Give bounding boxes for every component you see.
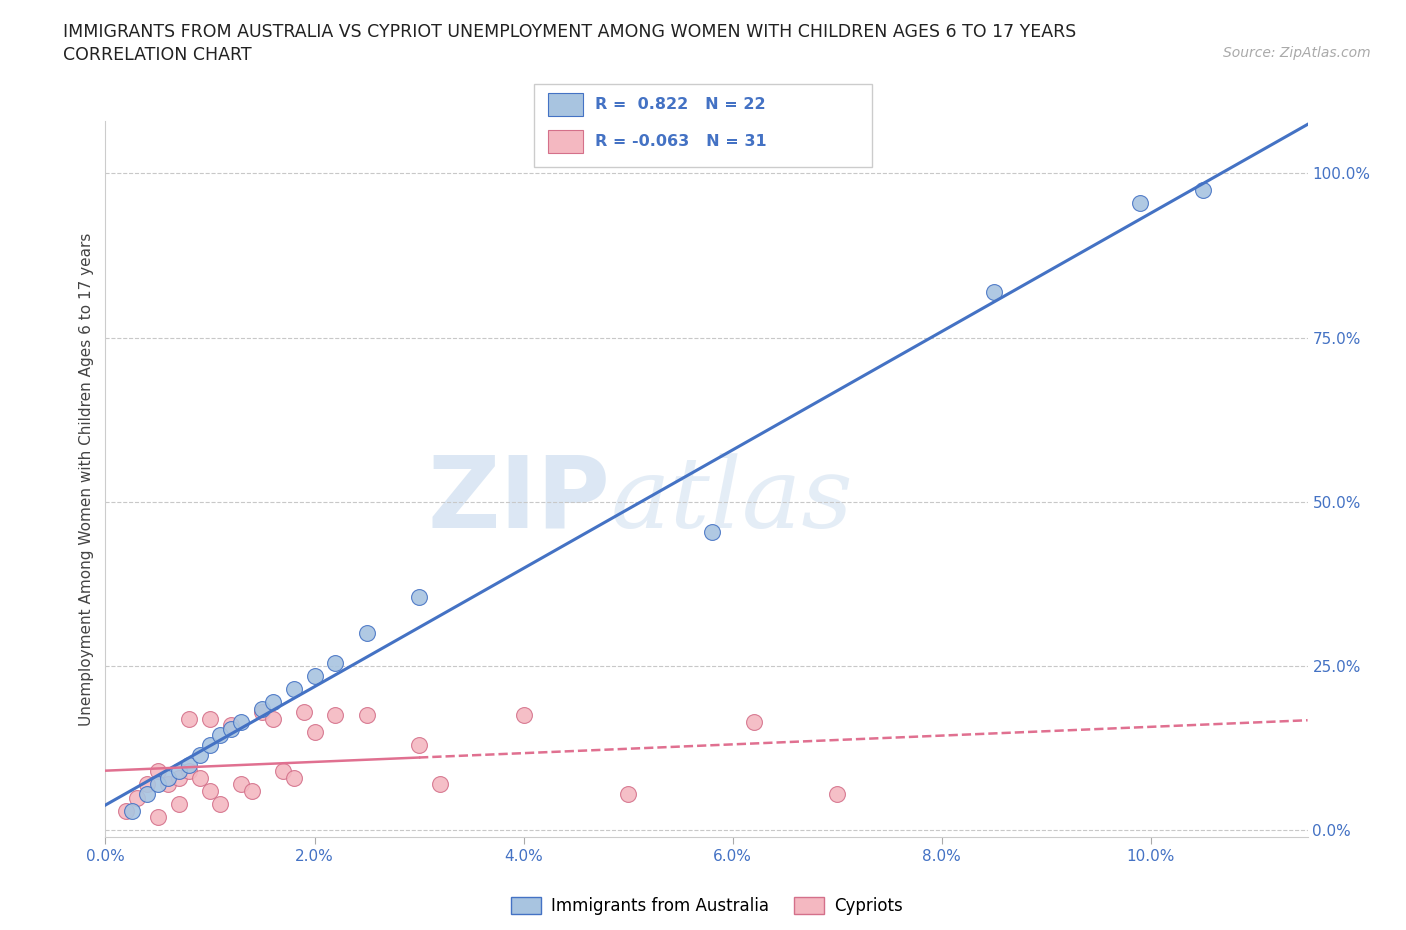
Point	[700, 525, 723, 539]
Point	[188, 748, 211, 763]
Point	[408, 590, 430, 604]
Point	[231, 777, 253, 791]
Point	[825, 787, 848, 802]
Point	[167, 764, 190, 778]
Point	[429, 777, 451, 791]
Point	[209, 797, 232, 812]
Point	[356, 708, 378, 723]
Point	[512, 708, 534, 723]
Point	[292, 705, 315, 720]
Point	[283, 682, 305, 697]
Point	[983, 285, 1005, 299]
Point	[240, 784, 263, 799]
Point	[157, 770, 180, 785]
Text: R = -0.063   N = 31: R = -0.063 N = 31	[595, 134, 766, 150]
Point	[304, 724, 326, 739]
Point	[231, 714, 253, 729]
Text: ZIP: ZIP	[427, 452, 610, 549]
Legend: Immigrants from Australia, Cypriots: Immigrants from Australia, Cypriots	[503, 890, 910, 922]
Point	[146, 777, 169, 791]
Point	[177, 764, 200, 778]
Point	[219, 721, 242, 736]
Point	[146, 764, 169, 778]
Point	[283, 770, 305, 785]
Point	[198, 711, 221, 726]
Point	[125, 790, 148, 805]
Point	[356, 626, 378, 641]
Point	[742, 714, 765, 729]
Point	[262, 711, 284, 726]
Point	[157, 777, 180, 791]
Point	[252, 701, 274, 716]
Text: atlas: atlas	[610, 453, 853, 548]
Point	[408, 737, 430, 752]
Point	[167, 797, 190, 812]
Point	[136, 777, 159, 791]
Point	[188, 770, 211, 785]
Point	[325, 708, 347, 723]
Y-axis label: Unemployment Among Women with Children Ages 6 to 17 years: Unemployment Among Women with Children A…	[79, 232, 94, 725]
Point	[177, 711, 200, 726]
Point	[219, 718, 242, 733]
Text: IMMIGRANTS FROM AUSTRALIA VS CYPRIOT UNEMPLOYMENT AMONG WOMEN WITH CHILDREN AGES: IMMIGRANTS FROM AUSTRALIA VS CYPRIOT UNE…	[63, 23, 1077, 41]
Point	[271, 764, 294, 778]
Point	[1129, 195, 1152, 210]
Point	[177, 757, 200, 772]
Point	[198, 737, 221, 752]
Point	[198, 784, 221, 799]
Point	[262, 695, 284, 710]
Point	[115, 804, 138, 818]
Point	[325, 656, 347, 671]
Point	[617, 787, 640, 802]
Point	[136, 787, 159, 802]
Point	[209, 728, 232, 743]
Text: CORRELATION CHART: CORRELATION CHART	[63, 46, 252, 64]
Point	[146, 810, 169, 825]
Point	[1192, 182, 1215, 197]
Point	[167, 770, 190, 785]
Point	[304, 669, 326, 684]
Text: R =  0.822   N = 22: R = 0.822 N = 22	[595, 97, 765, 113]
Point	[252, 705, 274, 720]
Point	[121, 804, 143, 818]
Text: Source: ZipAtlas.com: Source: ZipAtlas.com	[1223, 46, 1371, 60]
